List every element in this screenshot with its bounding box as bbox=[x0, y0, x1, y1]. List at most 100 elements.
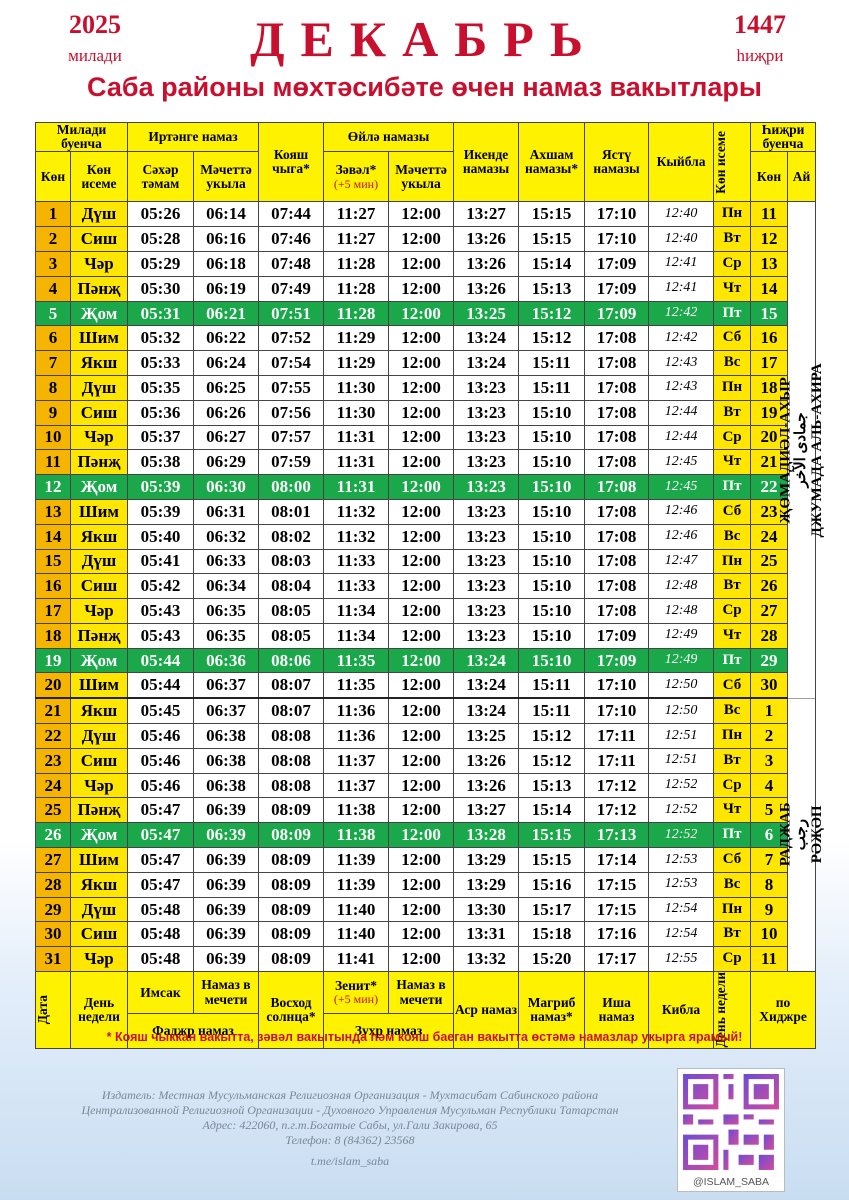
hijri-day: 1 bbox=[750, 697, 789, 725]
zawal: 11:34 bbox=[323, 598, 390, 624]
qibla: 12:40 bbox=[648, 226, 715, 252]
qr-handle: @ISLAM_SABA bbox=[692, 1176, 770, 1188]
zuhr-mosque: 12:00 bbox=[388, 723, 455, 749]
asr: 13:23 bbox=[453, 548, 520, 575]
hijri-day: 6 bbox=[750, 822, 789, 849]
hijri-day: 25 bbox=[750, 548, 789, 575]
sahar: 05:29 bbox=[127, 250, 194, 277]
day: 24 bbox=[35, 772, 71, 799]
fajr-mosque: 06:26 bbox=[192, 399, 260, 426]
isha: 17:09 bbox=[584, 250, 650, 277]
sahar: 05:26 bbox=[127, 201, 194, 228]
weekday: Чәр bbox=[70, 424, 128, 451]
hijri-weekday: Пн bbox=[713, 896, 752, 923]
isha: 17:09 bbox=[584, 622, 650, 649]
fajr-mosque: 06:22 bbox=[192, 325, 260, 352]
hijri-day: 11 bbox=[750, 201, 789, 228]
footer-cell: Аср намаз bbox=[453, 971, 520, 1049]
footer-cell: по Хиджре bbox=[750, 971, 817, 1049]
sunrise: 08:09 bbox=[258, 822, 325, 849]
header-cell: Зәвәл* (+5 мин) bbox=[323, 151, 390, 203]
qibla: 12:51 bbox=[648, 747, 715, 774]
isha: 17:08 bbox=[584, 498, 650, 525]
maghrib: 15:11 bbox=[518, 697, 586, 725]
sahar: 05:39 bbox=[127, 474, 194, 500]
qibla: 12:42 bbox=[648, 300, 715, 327]
day: 25 bbox=[35, 797, 71, 824]
maghrib: 15:10 bbox=[518, 647, 586, 674]
fajr-mosque: 06:30 bbox=[192, 474, 260, 500]
weekday: Дүш bbox=[70, 201, 128, 228]
day: 20 bbox=[35, 672, 71, 700]
sunrise: 07:48 bbox=[258, 250, 325, 277]
header-text: Көн исеме bbox=[713, 130, 729, 194]
zuhr-mosque: 12:00 bbox=[388, 797, 455, 824]
fajr-mosque: 06:18 bbox=[192, 250, 260, 277]
table-row: 21 Якш 05:45 06:37 08:07 11:36 12:00 13:24 15:11… bbox=[35, 697, 824, 972]
fajr-mosque: 06:39 bbox=[192, 921, 260, 948]
isha: 17:10 bbox=[584, 226, 650, 252]
sunrise: 07:49 bbox=[258, 275, 325, 302]
hijri-month-name: رجب bbox=[792, 819, 809, 851]
asr: 13:27 bbox=[453, 797, 520, 824]
sunrise: 08:09 bbox=[258, 946, 325, 973]
sahar: 05:46 bbox=[127, 723, 194, 749]
isha: 17:08 bbox=[584, 424, 650, 451]
fajr-mosque: 06:16 bbox=[192, 226, 260, 252]
prayer-table: Милади буенча Иртәнге намаз Кояш чыга* Ө… bbox=[35, 121, 824, 1049]
sunrise: 08:08 bbox=[258, 723, 325, 749]
table-row: 31 Чәр 05:48 06:39 08:09 11:41 12:00 13:32 15:20… bbox=[35, 946, 816, 973]
sunrise: 08:05 bbox=[258, 622, 325, 649]
day: 16 bbox=[35, 573, 71, 600]
sahar: 05:48 bbox=[127, 921, 194, 948]
sunrise: 08:03 bbox=[258, 548, 325, 575]
hijri-weekday: Сб bbox=[713, 672, 752, 700]
hijri-weekday: Пн bbox=[713, 374, 752, 401]
sunrise: 07:46 bbox=[258, 226, 325, 252]
sunrise: 08:09 bbox=[258, 871, 325, 898]
zawal: 11:31 bbox=[323, 424, 390, 451]
isha: 17:13 bbox=[584, 822, 650, 849]
hijri-weekday: Ср bbox=[713, 946, 752, 973]
asr: 13:23 bbox=[453, 573, 520, 600]
hijri-month: РАДЖАБ رجب РӘҖӘП bbox=[777, 698, 824, 972]
day: 31 bbox=[35, 946, 71, 973]
zawal: 11:30 bbox=[323, 399, 390, 426]
hijri-day: 28 bbox=[750, 622, 789, 649]
asr: 13:24 bbox=[453, 350, 520, 376]
maghrib: 15:10 bbox=[518, 424, 586, 451]
fajr-mosque: 06:39 bbox=[192, 896, 260, 923]
fajr-mosque: 06:38 bbox=[192, 772, 260, 799]
table-row: 1 Дүш 05:26 06:14 07:44 11:27 12:00 13:27 15:15 1… bbox=[35, 201, 824, 699]
zuhr-mosque: 12:00 bbox=[388, 374, 455, 401]
header-cell: Ай bbox=[787, 151, 817, 203]
hijri-weekday: Вс bbox=[713, 350, 752, 376]
asr: 13:23 bbox=[453, 424, 520, 451]
zuhr-mosque: 12:00 bbox=[388, 201, 455, 228]
zawal: 11:39 bbox=[323, 871, 390, 898]
zuhr-mosque: 12:00 bbox=[388, 350, 455, 376]
zuhr-mosque: 12:00 bbox=[388, 399, 455, 426]
zuhr-mosque: 12:00 bbox=[388, 498, 455, 525]
footnote: * Кояш чыккан вакытта, зәвәл вакытында һ… bbox=[106, 1030, 743, 1044]
header-cell: Мәчеттә укыла bbox=[388, 151, 455, 203]
sunrise: 08:06 bbox=[258, 647, 325, 674]
fajr-mosque: 06:39 bbox=[192, 797, 260, 824]
hijri-weekday: Пт bbox=[713, 647, 752, 674]
sahar: 05:39 bbox=[127, 498, 194, 525]
sahar: 05:38 bbox=[127, 449, 194, 476]
day: 14 bbox=[35, 523, 71, 550]
hijri-day: 15 bbox=[750, 300, 789, 327]
table-row: 14 Якш 05:40 06:32 08:02 11:32 12:00 13:23 15:10… bbox=[35, 523, 816, 550]
header-cell: Кыйбла bbox=[648, 121, 715, 203]
table-row: 29 Дүш 05:48 06:39 08:09 11:40 12:00 13:30 15:17… bbox=[35, 896, 816, 923]
sunrise: 08:09 bbox=[258, 896, 325, 923]
isha: 17:17 bbox=[584, 946, 650, 973]
weekday: Шим bbox=[70, 672, 128, 700]
asr: 13:23 bbox=[453, 449, 520, 476]
weekday: Якш bbox=[70, 871, 128, 898]
zawal: 11:31 bbox=[323, 474, 390, 500]
asr: 13:24 bbox=[453, 647, 520, 674]
zuhr-mosque: 12:00 bbox=[388, 424, 455, 451]
day: 27 bbox=[35, 847, 71, 873]
